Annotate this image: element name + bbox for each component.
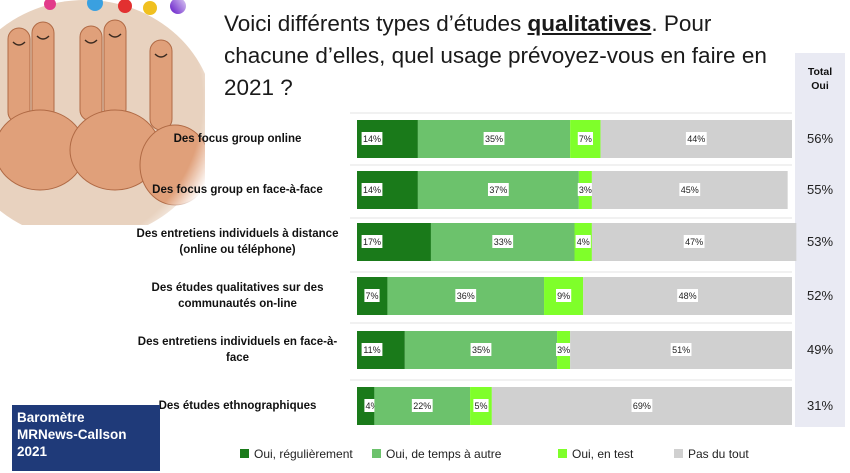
data-label: 14% [363,134,381,144]
data-label: 4% [577,237,590,247]
barometre-badge: Baromètre MRNews-Callson 2021 [12,405,160,471]
data-label: 33% [494,237,512,247]
total-oui-value: 53% [806,234,834,249]
legend-item: Oui, en test [558,447,633,461]
data-label: 17% [363,237,381,247]
total-oui-value: 31% [806,398,834,413]
category-label: Des études ethnographiques [158,400,317,412]
data-label: 69% [633,401,651,411]
data-label: 22% [413,401,431,411]
legend-label: Oui, régulièrement [254,447,353,461]
data-label-box [483,132,505,145]
legend-label: Oui, en test [572,447,634,461]
total-oui-header: Total Oui [795,65,845,93]
category-label: Des entretiens individuels en face-à-fac… [137,336,338,364]
data-label: 35% [485,134,503,144]
legend-label: Oui, de temps à autre [386,447,502,461]
data-label-box [683,235,705,248]
category-label: Des études qualitatives sur des communau… [151,282,324,310]
total-header-text: Total Oui [807,66,833,92]
category-label: Des focus group en face-à-face [152,184,323,196]
data-label: 44% [687,134,705,144]
data-label-box [361,183,383,196]
legend-item: Pas du tout [674,447,749,461]
barometre-line2: MRNews-Callson [17,427,127,442]
data-label: 48% [679,291,697,301]
total-oui-value: 52% [806,288,834,303]
legend-label: Pas du tout [688,447,749,461]
data-label-box [361,343,383,356]
title-text-before: Voici différents types d’études [224,11,528,36]
category-label: Des focus group online [173,133,302,145]
data-label-box [575,235,591,248]
data-label-box [631,399,653,412]
data-label-box [361,235,383,248]
total-oui-value: 56% [806,131,834,146]
data-label: 3% [557,345,570,355]
chart-legend: Oui, régulièrement Oui, de temps à autre O… [240,447,800,463]
data-label-box [556,343,572,356]
legend-item: Oui, régulièrement [240,447,353,461]
data-label-box [577,183,593,196]
title-text-after: . Pour chacune d’elles, quel usage prévo… [224,11,767,100]
category-label: Des entretiens individuels à distance (o… [136,228,339,256]
legend-swatch [558,449,567,458]
legend-item: Oui, de temps à autre [372,447,501,461]
legend-swatch [240,449,249,458]
data-label-box [411,399,433,412]
data-label: 9% [557,291,570,301]
data-label-box [677,289,698,302]
data-label: 5% [474,401,487,411]
data-label: 3% [579,185,592,195]
data-label: 14% [363,185,381,195]
data-label: 37% [489,185,507,195]
data-label-box [577,132,593,145]
data-label-box [364,289,380,302]
data-label: 7% [365,291,378,301]
data-label: 51% [672,345,690,355]
title-text-bold: qualitatives [527,11,652,36]
data-label-box [679,183,701,196]
data-label: 47% [685,237,703,247]
data-label-box [670,343,692,356]
chart-title: Voici différents types d’études qualitat… [224,8,784,104]
legend-swatch [674,449,683,458]
data-label: 11% [363,345,380,355]
hands-photo [0,0,205,225]
total-oui-value: 55% [806,182,834,197]
data-label-box [455,289,477,302]
data-label-box [556,289,572,302]
barometre-line1: Baromètre [17,410,85,425]
data-label-box [361,132,383,145]
data-label-box [685,132,707,145]
data-label: 45% [681,185,699,195]
data-label: 4% [365,401,378,411]
data-label: 7% [579,134,592,144]
data-label-box [492,235,514,248]
total-oui-column: Total Oui 56% 55% 53% 52% 49% 31% [795,53,845,427]
data-label-box [470,343,492,356]
data-label: 35% [472,345,490,355]
barometre-line3: 2021 [17,444,48,459]
total-oui-value: 49% [806,342,834,357]
legend-swatch [372,449,381,458]
data-label: 36% [457,291,475,301]
data-label-box [487,183,509,196]
data-label-box [473,399,489,412]
